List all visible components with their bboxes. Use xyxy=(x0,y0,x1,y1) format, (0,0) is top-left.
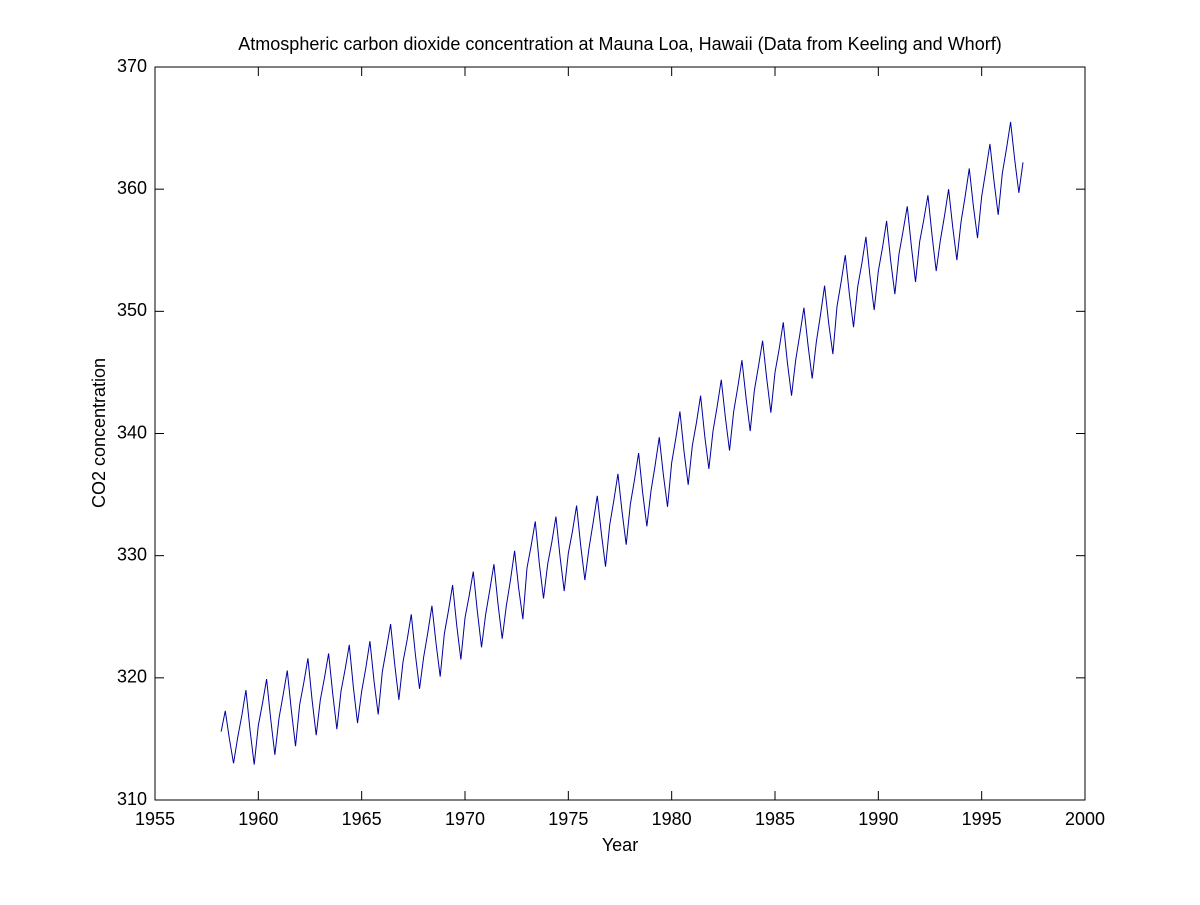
x-tick-label: 1960 xyxy=(238,809,278,829)
y-tick-label: 310 xyxy=(117,789,147,809)
x-tick-label: 1995 xyxy=(962,809,1002,829)
x-tick-label: 1980 xyxy=(652,809,692,829)
y-tick-label: 340 xyxy=(117,422,147,442)
data-line xyxy=(220,121,1024,765)
y-tick-label: 350 xyxy=(117,300,147,320)
x-tick-label: 1990 xyxy=(858,809,898,829)
x-tick-label: 1965 xyxy=(342,809,382,829)
y-tick-label: 320 xyxy=(117,667,147,687)
y-tick-label: 360 xyxy=(117,178,147,198)
x-tick-label: 1955 xyxy=(135,809,175,829)
x-tick-label: 2000 xyxy=(1065,809,1105,829)
chart-title: Atmospheric carbon dioxide concentration… xyxy=(238,34,1001,54)
y-axis-label: CO2 concentration xyxy=(89,358,109,508)
y-tick-label: 330 xyxy=(117,544,147,564)
x-tick-label: 1970 xyxy=(445,809,485,829)
x-axis-label: Year xyxy=(602,835,638,855)
x-tick-label: 1985 xyxy=(755,809,795,829)
x-tick-label: 1975 xyxy=(548,809,588,829)
y-tick-label: 370 xyxy=(117,56,147,76)
